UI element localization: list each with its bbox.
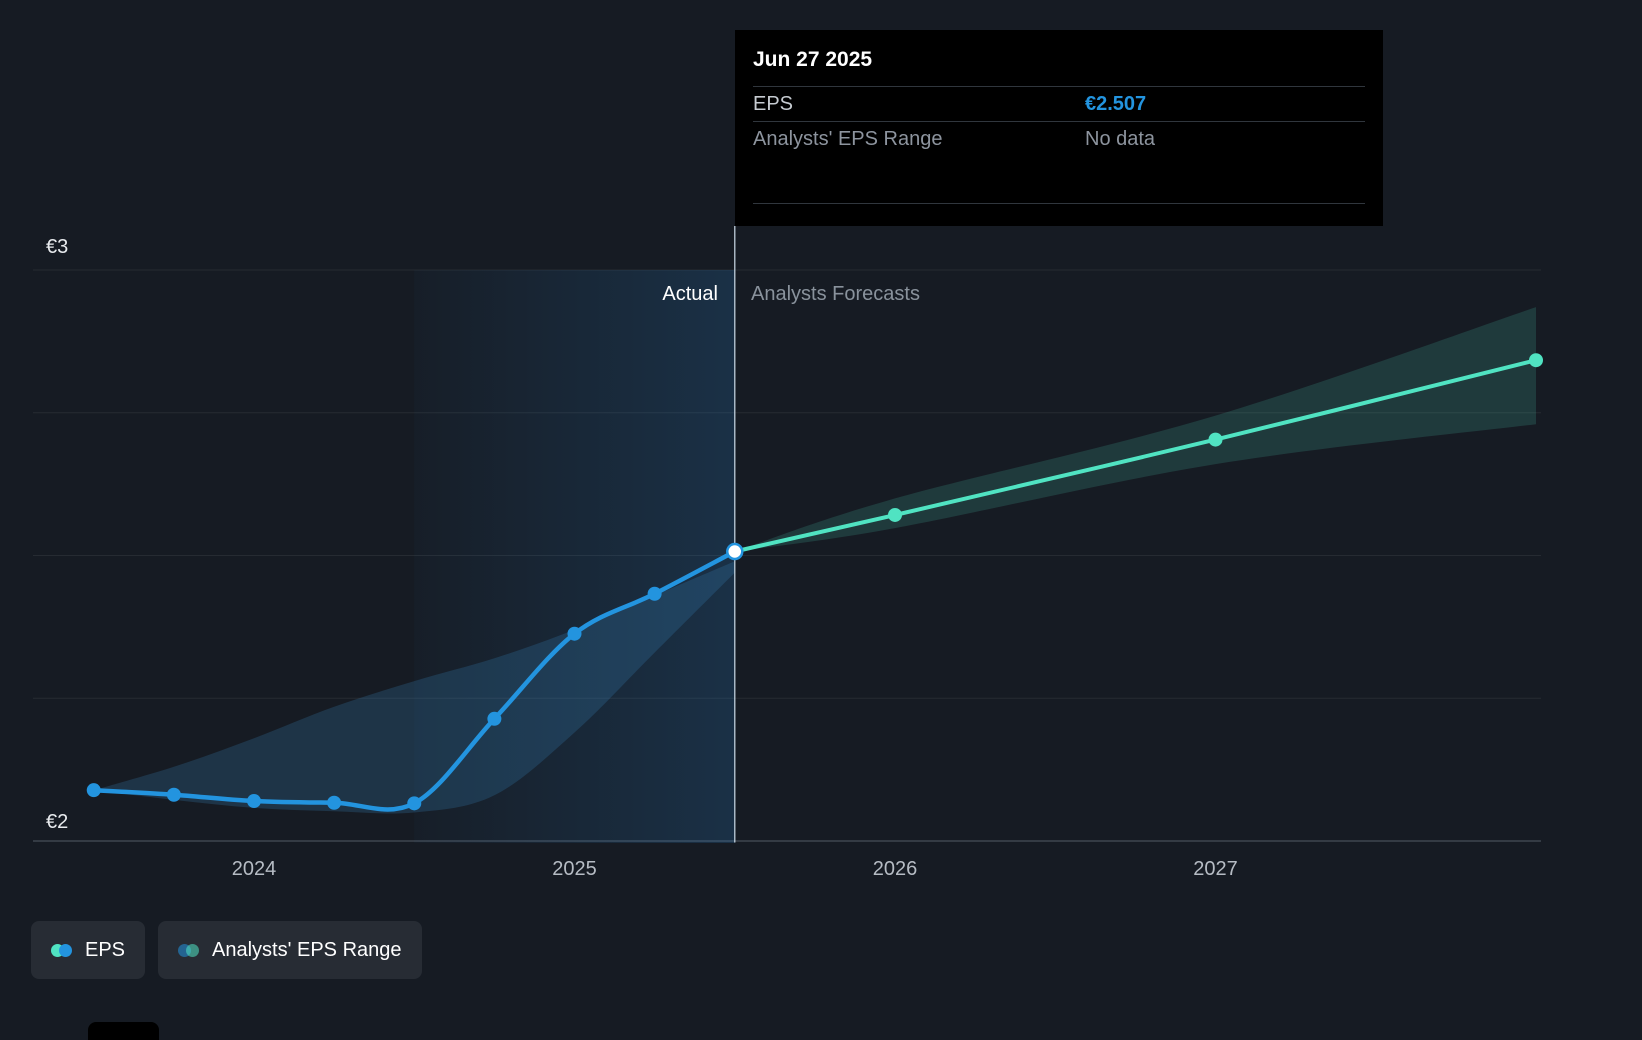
x-axis-label-2027: 2027 xyxy=(1193,858,1238,880)
tooltip-row-eps: EPS €2.507 xyxy=(753,87,1365,121)
range-band-actual xyxy=(93,561,735,814)
tooltip-range-label: Analysts' EPS Range xyxy=(753,127,943,150)
eps-actual-line xyxy=(91,549,738,812)
partial-overlay xyxy=(88,1022,159,1040)
eps-forecast-point[interactable] xyxy=(1529,353,1543,368)
tooltip-divider xyxy=(753,121,1365,122)
eps-actual-point[interactable] xyxy=(327,795,342,810)
tooltip-row-range: Analysts' EPS Range No data xyxy=(753,122,1365,156)
eps-forecast-point[interactable] xyxy=(888,507,902,522)
transition-point[interactable] xyxy=(726,542,744,561)
x-axis-label-2026: 2026 xyxy=(872,858,918,880)
legend-eps-label: EPS xyxy=(85,938,126,961)
tooltip-range-value: No data xyxy=(1085,127,1156,150)
legend-eps-dots-icon xyxy=(51,943,72,957)
eps-actual-point[interactable] xyxy=(247,794,261,809)
tooltip-eps-label: EPS xyxy=(753,92,794,115)
legend-range-label: Analysts' EPS Range xyxy=(212,938,402,961)
eps-actual-point[interactable] xyxy=(487,711,502,726)
eps-actual-point[interactable] xyxy=(567,626,582,641)
legend: EPS Analysts' EPS Range xyxy=(31,921,422,979)
tooltip: Jun 27 2025 EPS €2.507 Analysts' EPS Ran… xyxy=(735,30,1383,226)
eps-forecast-line xyxy=(732,358,1538,554)
eps-forecast-point[interactable] xyxy=(1208,432,1223,447)
tooltip-bottom-divider xyxy=(753,203,1365,204)
x-axis-label-2025: 2025 xyxy=(552,858,597,880)
tooltip-date: Jun 27 2025 xyxy=(753,48,873,71)
actual-label: Actual xyxy=(662,283,718,305)
legend-range-dots-icon xyxy=(178,943,200,957)
tooltip-eps-value: €2.507 xyxy=(1085,92,1147,115)
tooltip-divider xyxy=(753,86,1365,87)
x-axis-label-2024: 2024 xyxy=(231,858,277,880)
eps-actual-point[interactable] xyxy=(86,783,101,798)
eps-actual-point[interactable] xyxy=(647,586,662,601)
forecast-label: Analysts Forecasts xyxy=(751,283,920,305)
eps-actual-point[interactable] xyxy=(407,796,422,811)
y-axis-label-3: €3 xyxy=(46,236,69,258)
eps-actual-point[interactable] xyxy=(166,787,181,802)
legend-eps[interactable]: EPS xyxy=(31,921,146,979)
legend-analysts-range[interactable]: Analysts' EPS Range xyxy=(158,921,422,979)
y-axis-label-2: €2 xyxy=(46,811,69,833)
range-band-forecast xyxy=(734,307,1536,552)
